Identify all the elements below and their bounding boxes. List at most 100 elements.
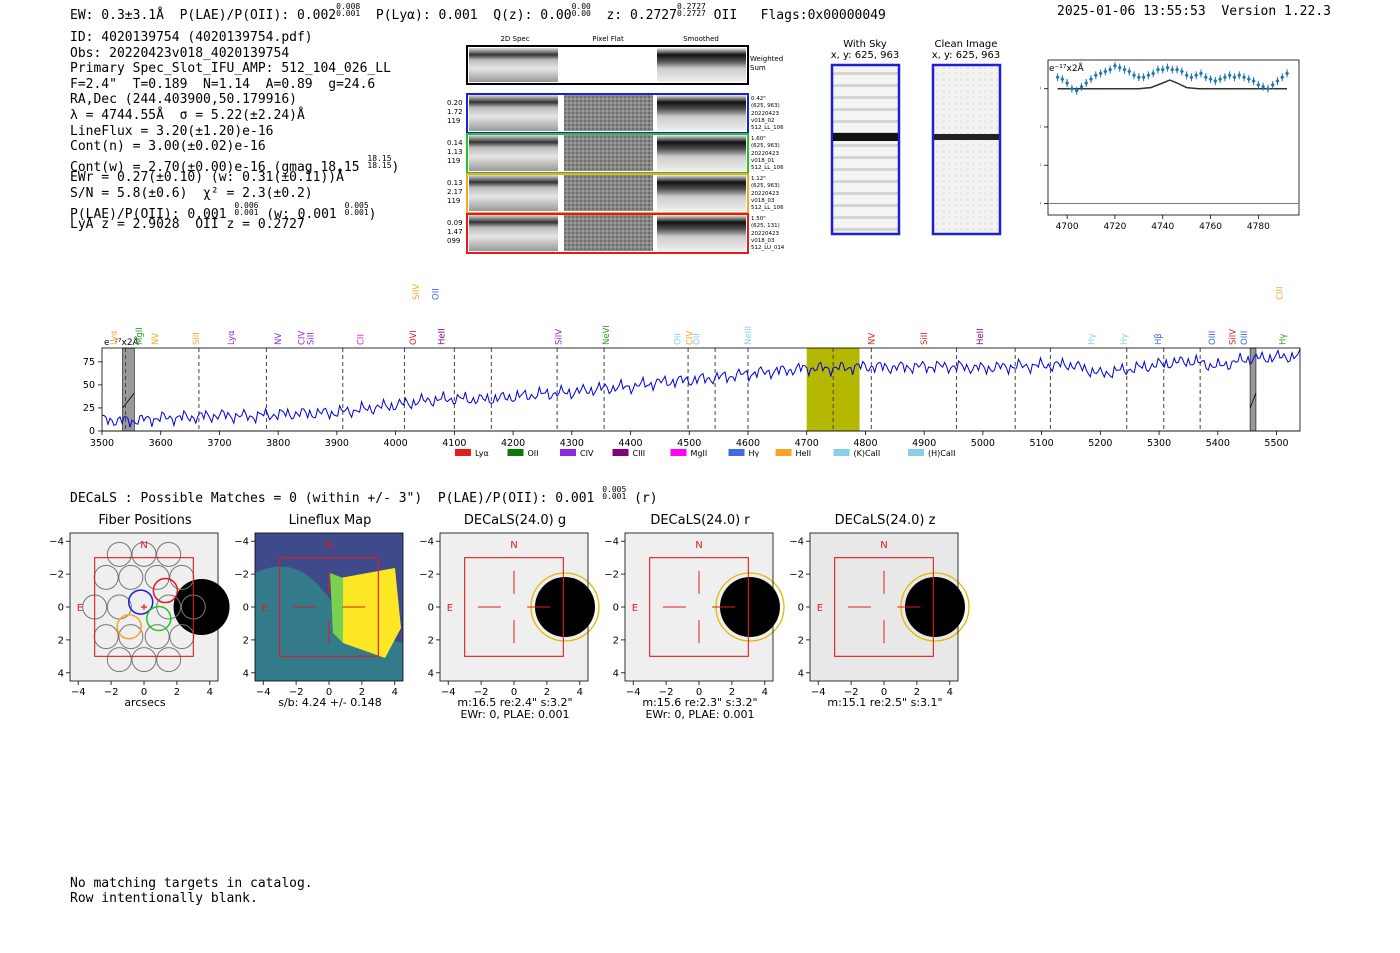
zoom-point <box>1146 72 1151 78</box>
thumb-xtick-label: 4 <box>207 687 213 698</box>
line-label: HeII <box>976 328 986 345</box>
line-label: NV <box>867 333 877 345</box>
zoom-point <box>1165 65 1170 71</box>
line-label: SiII <box>192 332 202 345</box>
legend-label: CIII <box>633 449 646 458</box>
contw-end: ) <box>391 159 400 175</box>
thumb-title: DECaLS(24.0) r <box>650 513 750 528</box>
full-xtick-label: 5100 <box>1030 438 1054 449</box>
sky-title: With Sky <box>843 39 887 50</box>
stamp-amp: 512_LU_014 <box>751 245 785 251</box>
timestamp-version: 2025-01-06 13:55:53 Version 1.22.3 <box>1057 4 1331 19</box>
info-plae-w: (w: 0.001 <box>258 206 337 222</box>
fiber-circle <box>106 647 132 673</box>
zoom-point <box>1127 68 1132 74</box>
info-fwhm: F=2.4" T=0.189 N=1.14 A=0.89 g=24.6 <box>70 76 376 92</box>
line-label: OIII <box>1208 331 1218 345</box>
fiber-circle <box>106 541 132 567</box>
thumb-ytick-label: 0 <box>428 603 434 614</box>
full-xtick-label: 3600 <box>149 438 173 449</box>
zoom-point <box>1280 74 1285 80</box>
thumb-xtick-label: −4 <box>256 687 271 698</box>
zoom-spectrum-chart: e⁻¹⁷x2Å 4700 4720 4740 4760 4780 0 20 40 60 <box>1040 59 1300 232</box>
zoom-point <box>1069 86 1074 92</box>
thumb-ytick-label: −2 <box>235 570 249 581</box>
stamp-smooth <box>657 95 746 131</box>
zoom-ticks: 4700 4720 4740 4760 4780 0 20 40 60 <box>1040 85 1270 232</box>
aperture-box <box>279 557 379 657</box>
zoom-point <box>1242 74 1247 80</box>
line-label: NeIII <box>744 326 754 345</box>
flags-value: Flags:0x00000049 <box>760 8 886 23</box>
fiber-circle <box>156 647 182 673</box>
stamp-date: 20220423 <box>751 111 779 117</box>
stamp-w: 0.20 <box>447 99 463 107</box>
zoom-point <box>1179 68 1184 74</box>
thumb-ytick-label: −4 <box>605 537 619 548</box>
line-label: Hγ <box>1088 334 1098 345</box>
zoom-point <box>1261 84 1266 90</box>
thumb-title: DECaLS(24.0) g <box>463 513 567 528</box>
full-xtick-label: 5300 <box>1147 438 1171 449</box>
full-ytick-label: 75 <box>83 357 95 368</box>
legend-swatch <box>670 449 687 456</box>
stamp-x: 2.17 <box>447 188 463 196</box>
thumb-image-3: N E −4 4 −2 2 0 0 2 −2 4 −4 <box>605 532 785 698</box>
clean-image <box>931 63 1002 236</box>
full-xtick-label: 4800 <box>853 438 877 449</box>
legend-label: (H)CaII <box>928 449 955 458</box>
thumb-caption-line2: EWr: 0, PLAE: 0.001 <box>645 708 755 721</box>
stamp-amp: 512_LL_106 <box>751 205 784 211</box>
zoom-point <box>1122 67 1127 73</box>
info-ewr: EWr = 0.27(±0.10) (w: 0.31(±0.11))Å <box>70 170 344 186</box>
zoom-point <box>1170 67 1175 73</box>
zoom-point <box>1194 72 1199 78</box>
info-contn: Cont(n) = 3.00(±0.02)e-16 <box>70 139 266 155</box>
thumb-image-1: N E −4 4 −2 2 0 0 2 −2 4 −4 <box>235 532 404 698</box>
fiber-circle <box>144 624 170 650</box>
legend-label: Lyα <box>475 449 489 458</box>
legend-swatch <box>833 449 850 456</box>
z-line: OII <box>713 8 738 23</box>
weighted-label: Weighted <box>750 55 783 63</box>
thumb-xtick-label: 4 <box>392 687 398 698</box>
east-label: E <box>262 603 268 614</box>
info-obs: Obs: 20220423v018_4020139754 <box>70 45 290 61</box>
stamp-x: 1.47 <box>447 228 463 236</box>
full-ytick-label: 0 <box>89 426 95 437</box>
thumb-ytick-label: 2 <box>58 635 64 646</box>
line-label: CII <box>356 334 366 345</box>
full-xtick-label: 4100 <box>442 438 466 449</box>
thumb-xtick-label: 0 <box>511 687 517 698</box>
weighted-sum-frame <box>466 45 749 85</box>
line-label: SiIV <box>412 284 422 300</box>
full-xtick-label: 4400 <box>618 438 642 449</box>
thumb-ytick-label: −2 <box>790 570 804 581</box>
thumb-ytick-label: 2 <box>613 635 619 646</box>
galaxy-blob <box>173 579 230 635</box>
full-xtick-label: 4000 <box>384 438 408 449</box>
clean-line <box>934 134 999 140</box>
info-plae-w-lo: 0.001 <box>344 207 369 217</box>
stamp-sep: 1.50" <box>751 216 766 222</box>
zoom-point <box>1213 78 1218 84</box>
thumb-xtick-label: 0 <box>881 687 887 698</box>
legend-swatch <box>612 449 629 456</box>
thumb-xtick-label: −4 <box>71 687 86 698</box>
zoom-point <box>1203 74 1208 80</box>
stamp-v: v018_02 <box>751 118 775 124</box>
lineflux-yellow <box>340 568 401 658</box>
full-xtick-label: 4200 <box>501 438 525 449</box>
line-label: Hβ <box>1154 333 1164 345</box>
thumb-ytick-label: 0 <box>613 603 619 614</box>
crosshair <box>292 570 366 644</box>
east-label: E <box>447 603 453 614</box>
line-label: CIII <box>1275 287 1285 300</box>
crosshair <box>662 570 736 644</box>
thumb-ytick-label: 0 <box>58 603 64 614</box>
thumb-ytick-label: −4 <box>420 537 434 548</box>
full-xtick-label: 4700 <box>795 438 819 449</box>
qz-lo: 0.00 <box>571 9 591 18</box>
full-xtick-label: 3900 <box>325 438 349 449</box>
